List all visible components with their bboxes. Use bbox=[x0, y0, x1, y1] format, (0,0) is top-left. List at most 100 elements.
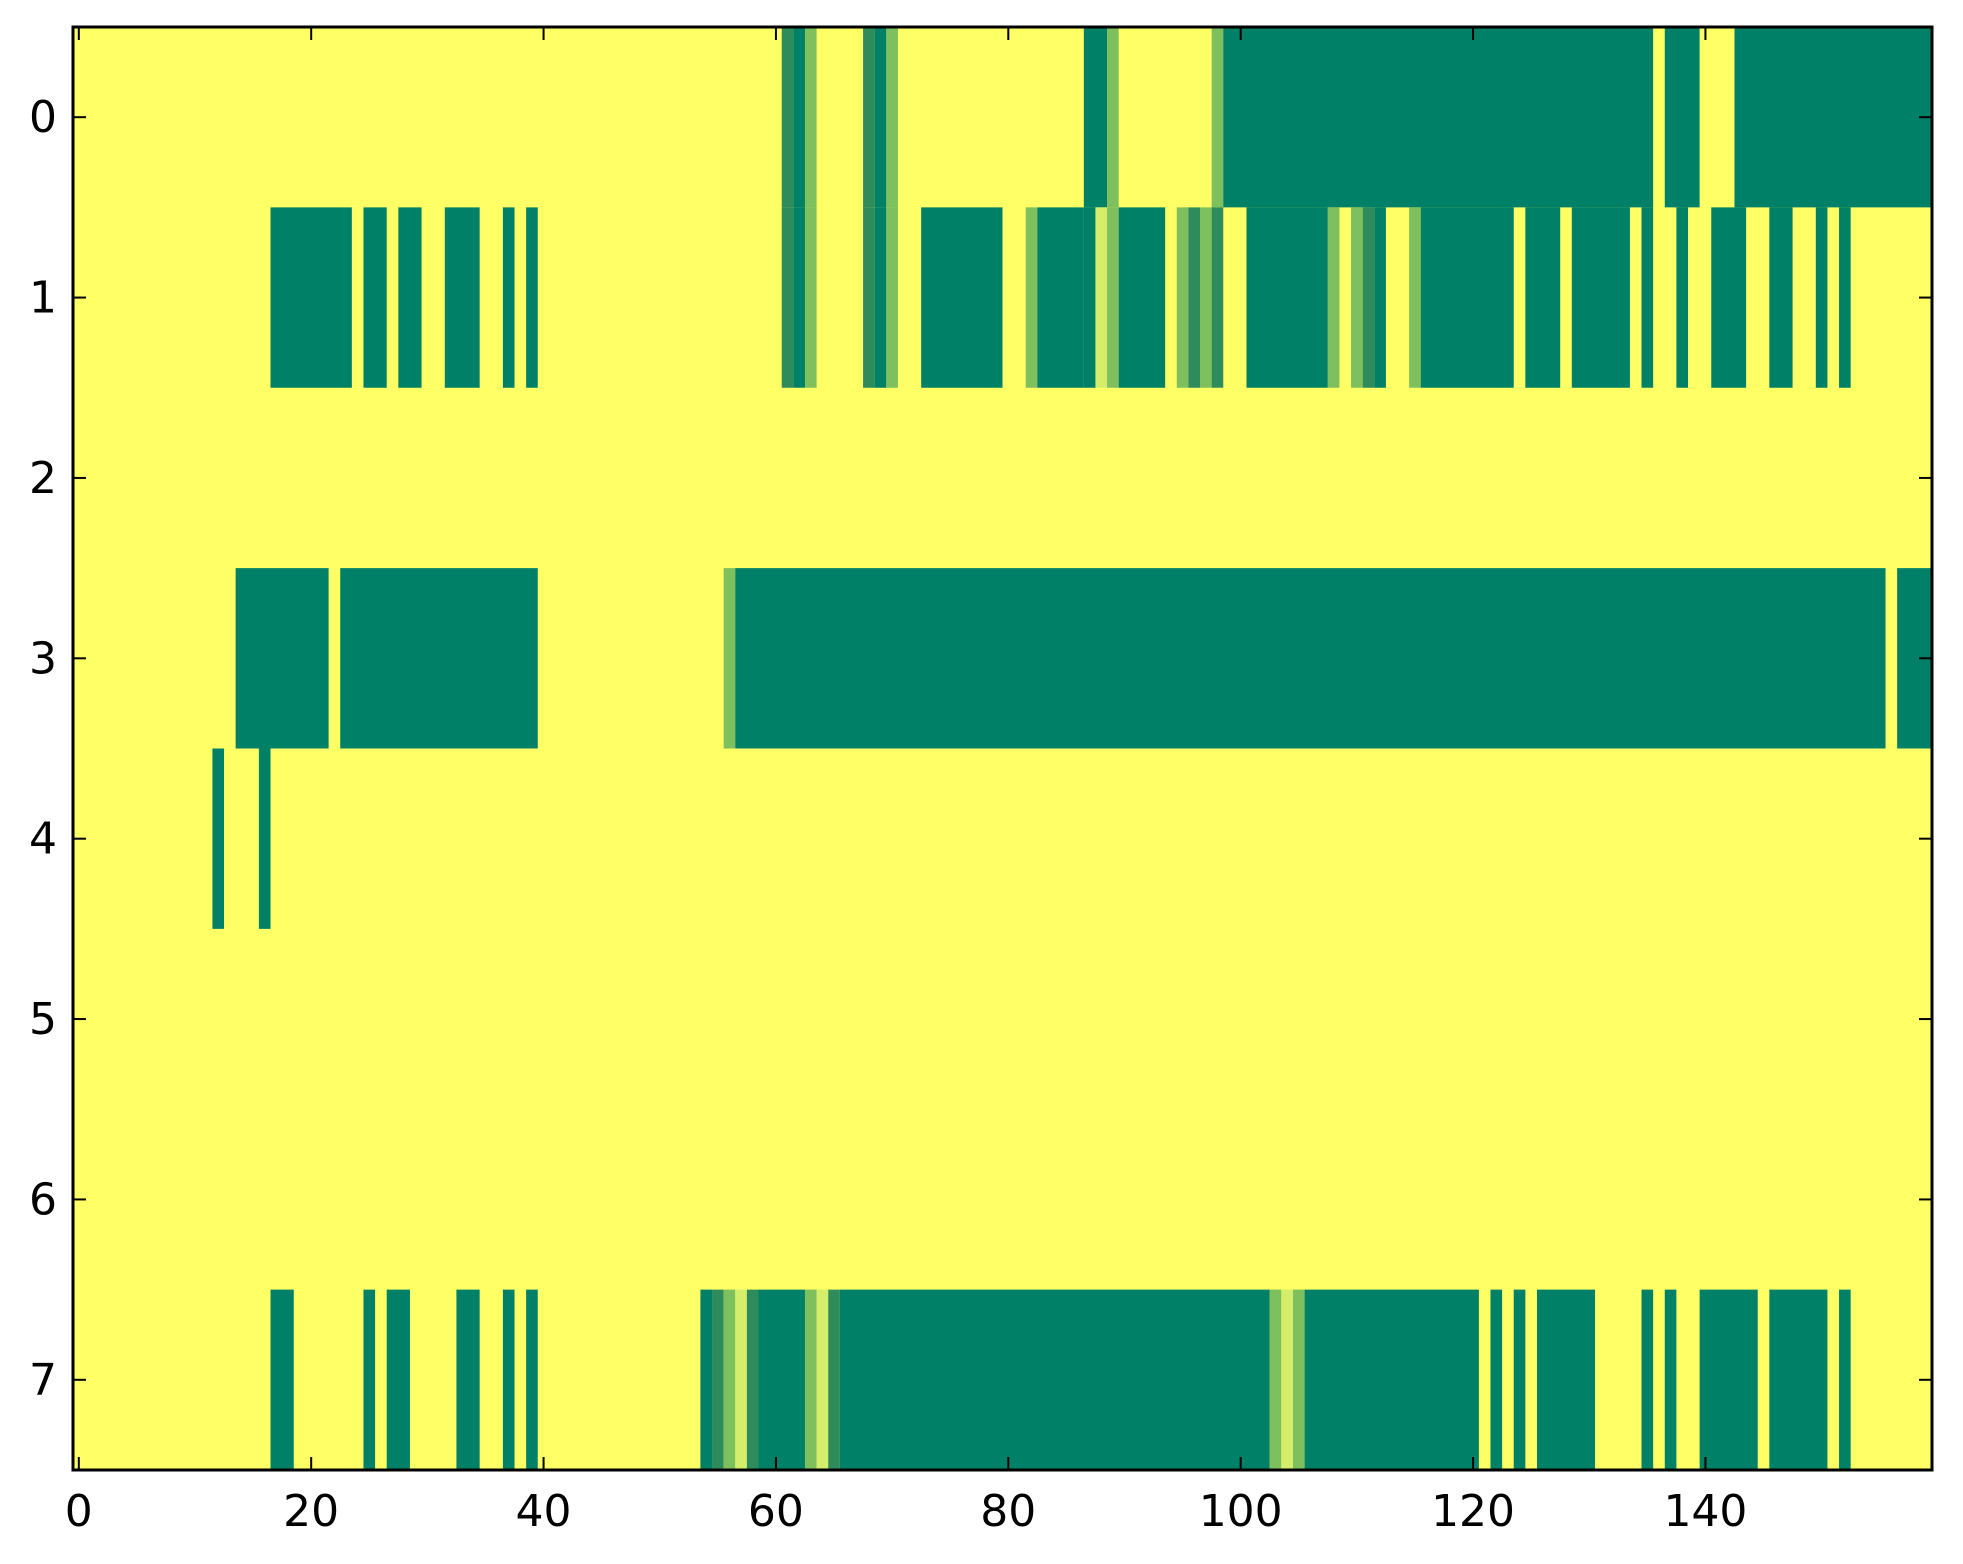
heatmap-segment-row-7-0 bbox=[270, 1289, 294, 1470]
heatmap-segment-row-0-6 bbox=[1083, 27, 1108, 208]
y-tick-label-7: 7 bbox=[29, 1355, 57, 1406]
heatmap-segment-row-7-22 bbox=[1536, 1289, 1596, 1470]
y-tick-label-0: 0 bbox=[29, 92, 57, 143]
heatmap-segment-row-0-9 bbox=[1223, 27, 1654, 208]
heatmap-segment-row-7-15 bbox=[839, 1289, 1270, 1470]
heatmap-segment-row-0-7 bbox=[1107, 27, 1119, 208]
y-tick-label-6: 6 bbox=[29, 1174, 57, 1225]
heatmap-segment-row-1-26 bbox=[1362, 207, 1375, 388]
heatmap-segment-row-1-1 bbox=[363, 207, 387, 388]
heatmap-segment-row-7-21 bbox=[1513, 1289, 1526, 1470]
heatmap-segment-row-1-8 bbox=[804, 207, 817, 388]
heatmap-segment-row-3-0 bbox=[235, 568, 329, 749]
heatmap-segment-row-7-12 bbox=[804, 1289, 817, 1470]
heatmap-segment-row-1-6 bbox=[781, 207, 794, 388]
y-tick-label-5: 5 bbox=[29, 994, 57, 1045]
heatmap-segment-row-1-2 bbox=[398, 207, 422, 388]
y-tick-label-4: 4 bbox=[29, 814, 57, 865]
heatmap-segment-row-1-36 bbox=[1815, 207, 1828, 388]
heatmap-segment-row-1-19 bbox=[1176, 207, 1189, 388]
heatmap-segment-row-7-11 bbox=[758, 1289, 805, 1470]
heatmap-segment-row-1-13 bbox=[1025, 207, 1038, 388]
x-tick-label-80: 80 bbox=[980, 1486, 1036, 1537]
heatmap-segment-row-4-0 bbox=[212, 748, 225, 929]
heatmap-segment-row-1-34 bbox=[1711, 207, 1747, 388]
heatmap-segment-row-7-24 bbox=[1664, 1289, 1677, 1470]
heatmap-segment-row-7-2 bbox=[386, 1289, 410, 1470]
tick-labels: 0 20 40 60 80 100 120 140 0 1 2 3 4 5 6 7 bbox=[29, 92, 1747, 1537]
heatmap-segment-row-1-22 bbox=[1211, 207, 1224, 388]
x-tick-label-0: 0 bbox=[65, 1486, 93, 1537]
heatmap-segment-row-7-17 bbox=[1281, 1289, 1293, 1470]
heatmap-segment-row-1-24 bbox=[1327, 207, 1340, 388]
heatmap-segment-row-0-3 bbox=[863, 27, 875, 208]
heatmap-segment-row-1-23 bbox=[1246, 207, 1328, 388]
heatmap-segment-row-1-27 bbox=[1374, 207, 1386, 388]
heatmap-segment-row-1-0 bbox=[270, 207, 352, 388]
heatmap-segment-row-1-16 bbox=[1095, 207, 1108, 388]
x-tick-label-120: 120 bbox=[1431, 1486, 1515, 1537]
heatmap-segment-row-0-2 bbox=[804, 27, 817, 208]
heatmap-segment-row-7-13 bbox=[816, 1289, 829, 1470]
heatmap-segment-row-7-9 bbox=[735, 1289, 747, 1470]
heatmap-segment-row-1-3 bbox=[444, 207, 480, 388]
heatmap-segment-row-0-11 bbox=[1734, 27, 1932, 208]
heatmap-segment-row-7-1 bbox=[363, 1289, 376, 1470]
heatmap-segment-row-7-25 bbox=[1699, 1289, 1758, 1470]
heatmap-segment-row-7-16 bbox=[1269, 1289, 1282, 1470]
heatmap-segment-row-0-0 bbox=[781, 27, 794, 208]
heatmap-cells bbox=[212, 27, 1932, 1470]
heatmap-segment-row-1-30 bbox=[1525, 207, 1561, 388]
heatmap-segment-row-1-4 bbox=[502, 207, 515, 388]
heatmap-segment-row-3-1 bbox=[340, 568, 538, 749]
heatmap-segment-row-1-29 bbox=[1420, 207, 1514, 388]
y-tick-label-3: 3 bbox=[29, 633, 57, 684]
heatmap-segment-row-1-9 bbox=[863, 207, 875, 388]
heatmap-segment-row-7-5 bbox=[526, 1289, 538, 1470]
heatmap-segment-row-1-10 bbox=[874, 207, 887, 388]
heatmap-segment-row-7-14 bbox=[828, 1289, 840, 1470]
heatmap-segment-row-1-21 bbox=[1200, 207, 1212, 388]
heatmap-segment-row-7-6 bbox=[700, 1289, 713, 1470]
heatmap-segment-row-7-3 bbox=[456, 1289, 480, 1470]
heatmap-segment-row-1-15 bbox=[1083, 207, 1096, 388]
heatmap-segment-row-7-20 bbox=[1490, 1289, 1503, 1470]
heatmap-segment-row-0-1 bbox=[793, 27, 805, 208]
heatmap-segment-row-1-35 bbox=[1769, 207, 1793, 388]
heatmap-segment-row-7-7 bbox=[712, 1289, 724, 1470]
y-tick-label-2: 2 bbox=[29, 453, 57, 504]
heatmap-segment-row-1-17 bbox=[1107, 207, 1119, 388]
heatmap-segment-row-0-10 bbox=[1664, 27, 1700, 208]
heatmap-segment-row-1-11 bbox=[886, 207, 898, 388]
heatmap-segment-row-1-37 bbox=[1839, 207, 1851, 388]
x-tick-label-60: 60 bbox=[748, 1486, 804, 1537]
heatmap-segment-row-1-7 bbox=[793, 207, 805, 388]
heatmap-segment-row-7-10 bbox=[746, 1289, 759, 1470]
heatmap-segment-row-0-8 bbox=[1211, 27, 1224, 208]
heatmap-segment-row-1-14 bbox=[1037, 207, 1084, 388]
heatmap-segment-row-7-18 bbox=[1292, 1289, 1305, 1470]
heatmap-segment-row-7-27 bbox=[1839, 1289, 1851, 1470]
x-tick-label-20: 20 bbox=[283, 1486, 339, 1537]
heatmap-segment-row-7-23 bbox=[1641, 1289, 1654, 1470]
heatmap-segment-row-7-26 bbox=[1769, 1289, 1828, 1470]
heatmap-segment-row-0-5 bbox=[886, 27, 898, 208]
y-tick-label-1: 1 bbox=[29, 273, 57, 324]
heatmap-segment-row-1-25 bbox=[1351, 207, 1363, 388]
heatmap-segment-row-1-20 bbox=[1188, 207, 1201, 388]
heatmap-segment-row-4-1 bbox=[258, 748, 271, 929]
axis-ticks bbox=[73, 27, 1932, 1470]
heatmap-segment-row-1-33 bbox=[1676, 207, 1689, 388]
x-tick-label-40: 40 bbox=[516, 1486, 572, 1537]
heatmap-segment-row-7-19 bbox=[1304, 1289, 1479, 1470]
heatmap-segment-row-1-31 bbox=[1571, 207, 1630, 388]
heatmap-segment-row-3-2 bbox=[723, 568, 736, 749]
heatmap-segment-row-3-3 bbox=[735, 568, 1886, 749]
heatmap-segment-row-1-28 bbox=[1409, 207, 1421, 388]
heatmap-segment-row-1-5 bbox=[526, 207, 538, 388]
heatmap-segment-row-1-12 bbox=[921, 207, 1003, 388]
heatmap-segment-row-7-8 bbox=[723, 1289, 736, 1470]
heatmap-segment-row-7-4 bbox=[502, 1289, 515, 1470]
heatmap-segment-row-1-18 bbox=[1118, 207, 1166, 388]
